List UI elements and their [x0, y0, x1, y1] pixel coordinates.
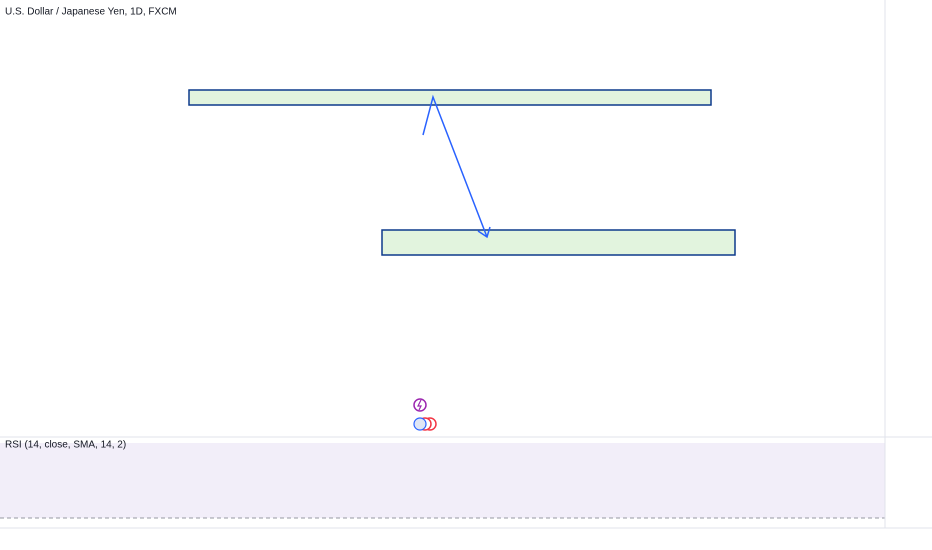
rsi-band	[0, 443, 885, 518]
flag-icon[interactable]	[413, 417, 427, 431]
arrow-head	[477, 226, 491, 239]
support-zone	[381, 229, 736, 256]
event-icon[interactable]	[413, 398, 427, 412]
chart-title: U.S. Dollar / Japanese Yen, 1D, FXCM	[5, 7, 177, 18]
resistance-zone	[188, 89, 712, 106]
projection-arrow	[422, 94, 488, 238]
event-icon-bolt	[417, 399, 422, 411]
rsi-title: RSI (14, close, SMA, 14, 2)	[5, 440, 126, 451]
